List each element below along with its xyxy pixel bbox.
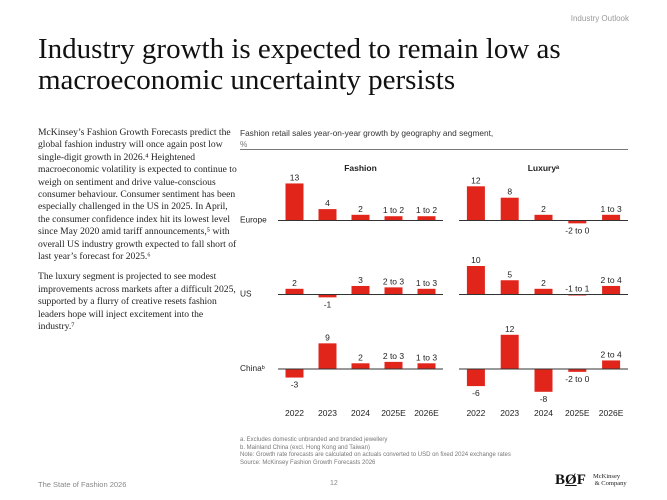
bar — [351, 363, 370, 369]
panel-title: Luxuryᵃ — [528, 163, 560, 173]
x-tick-label: 2022 — [466, 408, 485, 418]
data-label: 12 — [471, 175, 481, 185]
bar — [384, 361, 403, 369]
bar — [285, 369, 304, 378]
data-label: 2 — [292, 278, 297, 288]
data-label: 1 to 2 — [383, 205, 405, 215]
bar — [285, 183, 304, 221]
bar — [384, 287, 403, 295]
data-label: -2 to 0 — [565, 225, 589, 235]
data-label: 2 — [358, 352, 363, 362]
region-label: US — [240, 289, 252, 299]
data-label: 1 to 3 — [600, 204, 622, 214]
divider — [240, 149, 628, 150]
bar — [534, 214, 553, 221]
bar — [318, 343, 337, 369]
data-label: 2 to 3 — [383, 276, 405, 286]
x-tick-label: 2023 — [318, 408, 337, 418]
data-label: -8 — [540, 394, 548, 404]
data-label: -1 — [324, 299, 332, 309]
region-label: Chinaᵇ — [240, 363, 265, 373]
bar — [602, 360, 621, 369]
data-label: 2 — [541, 204, 546, 214]
x-tick-label: 2024 — [534, 408, 553, 418]
footnote: Note: Growth rate forecasts are calculat… — [240, 452, 511, 459]
x-tick-label: 2025E — [565, 408, 590, 418]
bar — [417, 363, 436, 369]
data-label: 8 — [507, 187, 512, 197]
bar — [384, 216, 403, 221]
footnote: Source: McKinsey Fashion Growth Forecast… — [240, 459, 376, 466]
data-label: 2 to 4 — [600, 349, 622, 359]
x-tick-label: 2026E — [599, 408, 624, 418]
x-tick-label: 2023 — [500, 408, 519, 418]
data-label: 13 — [290, 172, 300, 182]
bar — [500, 334, 519, 369]
x-tick-label: 2024 — [351, 408, 370, 418]
bar — [500, 197, 519, 221]
bar — [466, 369, 485, 387]
data-label: 2 — [358, 204, 363, 214]
bar — [466, 266, 485, 295]
data-label: 1 to 3 — [416, 278, 438, 288]
data-label: 5 — [507, 269, 512, 279]
data-label: 4 — [325, 198, 330, 208]
data-label: 2 — [541, 278, 546, 288]
page-title: Industry growth is expected to remain lo… — [38, 33, 561, 96]
bar — [285, 288, 304, 295]
bar — [602, 285, 621, 295]
x-tick-label: 2022 — [285, 408, 304, 418]
x-tick-label: 2025E — [381, 408, 406, 418]
chart-title: Fashion retail sales year-on-year growth… — [240, 128, 640, 150]
footnotes: a. Excludes domestic unbranded and brand… — [240, 437, 511, 467]
bar — [466, 186, 485, 221]
body-text: McKinsey’s Fashion Growth Forecasts pred… — [38, 127, 238, 342]
bar — [534, 369, 553, 392]
bar — [417, 216, 436, 221]
bof-logo: BØF — [555, 472, 586, 488]
region-label: Europe — [240, 215, 267, 225]
chart-title-text: Fashion retail sales year-on-year growth… — [240, 128, 494, 138]
bar — [500, 280, 519, 295]
data-label: 1 to 2 — [416, 205, 438, 215]
bar — [351, 214, 370, 221]
paragraph: McKinsey’s Fashion Growth Forecasts pred… — [38, 127, 237, 263]
footnote: a. Excludes domestic unbranded and brand… — [240, 437, 388, 443]
data-label: 3 — [358, 275, 363, 285]
bar — [568, 220, 587, 224]
data-label: -1 to 1 — [565, 284, 589, 294]
data-label: -2 to 0 — [565, 374, 589, 384]
bar — [534, 288, 553, 295]
footnote: b. Mainland China (excl. Hong Kong and T… — [240, 444, 370, 451]
data-label: 10 — [471, 255, 481, 265]
bar — [417, 288, 436, 295]
panel-title: Fashion — [344, 163, 377, 173]
bar — [318, 209, 337, 221]
data-label: 1 to 3 — [416, 352, 438, 362]
bar — [568, 369, 587, 372]
data-label: -3 — [291, 380, 299, 390]
chart-unit: % — [240, 139, 248, 149]
paragraph: The luxury segment is projected to see m… — [38, 271, 236, 333]
data-label: 2 to 3 — [383, 351, 405, 361]
section-label: Industry Outlook — [570, 14, 629, 23]
bar — [318, 294, 337, 298]
bar — [602, 214, 621, 221]
bar — [351, 285, 370, 295]
page-number: 12 — [330, 480, 338, 487]
mckinsey-logo: McKinsey & Company — [593, 473, 627, 487]
data-label: -6 — [472, 388, 480, 398]
data-label: 2 to 4 — [600, 275, 622, 285]
x-tick-label: 2026E — [414, 408, 439, 418]
data-label: 9 — [325, 332, 330, 342]
publication-name: The State of Fashion 2026 — [38, 480, 127, 489]
data-label: 12 — [505, 324, 515, 334]
